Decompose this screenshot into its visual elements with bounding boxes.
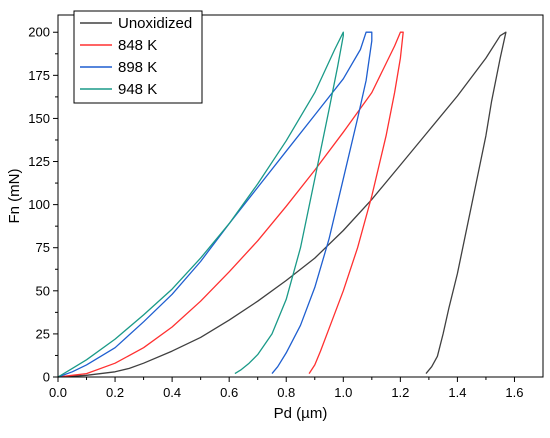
x-tick-label: 1.0: [334, 385, 352, 400]
x-tick-label: 0.0: [49, 385, 67, 400]
series-layer: [57, 31, 507, 378]
y-tick-label: 0: [43, 370, 50, 385]
y-tick-label: 200: [28, 25, 50, 40]
legend-label: 898 K: [118, 59, 157, 76]
y-axis-title: Fn (mN): [6, 169, 23, 224]
series-line-4: [57, 31, 344, 378]
y-tick-label: 175: [28, 68, 50, 83]
legend: Unoxidized 848 K 898 K 948 K: [73, 10, 203, 104]
legend-box: [73, 10, 203, 104]
y-tick-label: 100: [28, 197, 50, 212]
y-tick-label: 25: [36, 326, 50, 341]
x-tick-label: 0.2: [106, 385, 124, 400]
series-line-3: [57, 31, 373, 378]
legend-label: Unoxidized: [118, 15, 192, 32]
y-tick-label: 125: [28, 154, 50, 169]
plot-frame: [57, 14, 544, 378]
y-tick-label: 150: [28, 111, 50, 126]
ticks-layer: 0.0 0.2 0.4 0.6 0.8 1.0 1.2 1.4 1.6 0 25 50 75 100 125…: [28, 25, 523, 400]
series-line-1: [57, 31, 507, 378]
x-tick-label: 0.4: [163, 385, 181, 400]
legend-label: 848 K: [118, 37, 157, 54]
x-tick-label: 1.2: [391, 385, 409, 400]
x-axis-title: Pd (µm): [274, 405, 328, 422]
y-tick-label: 50: [36, 283, 50, 298]
x-tick-label: 0.6: [220, 385, 238, 400]
x-tick-label: 1.6: [505, 385, 523, 400]
x-tick-label: 0.8: [277, 385, 295, 400]
legend-label: 948 K: [118, 81, 157, 98]
y-tick-label: 75: [36, 240, 50, 255]
series-line-2: [57, 31, 404, 378]
x-tick-label: 1.4: [448, 385, 466, 400]
